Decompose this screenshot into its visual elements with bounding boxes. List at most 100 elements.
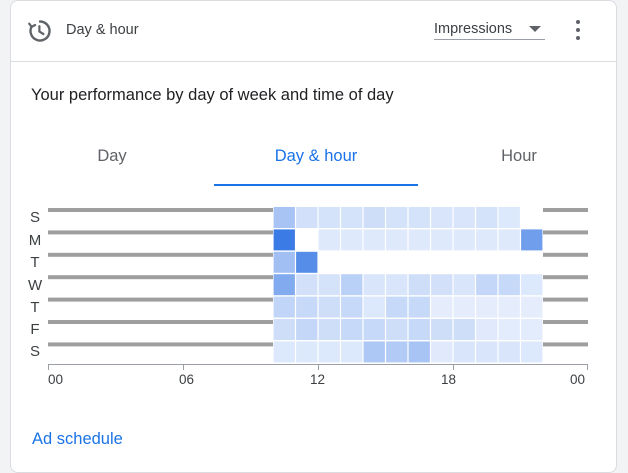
heatmap-cell[interactable] [341, 296, 363, 318]
heatmap-cell[interactable] [408, 274, 430, 296]
heatmap-cell[interactable] [341, 207, 363, 228]
heatmap-cell[interactable] [318, 296, 340, 318]
heatmap-cell[interactable] [408, 319, 430, 340]
heatmap-cell[interactable] [431, 207, 453, 228]
heatmap-cell[interactable] [498, 296, 520, 318]
heatmap-cell[interactable] [453, 274, 475, 296]
heatmap-cell[interactable] [408, 341, 430, 363]
heatmap-cell[interactable] [386, 274, 408, 296]
heatmap-cell[interactable] [296, 341, 318, 363]
heatmap-cell[interactable] [318, 274, 340, 296]
metric-dropdown[interactable]: Impressions [434, 19, 545, 40]
heatmap-cell[interactable] [318, 319, 340, 340]
x-tick [587, 364, 588, 370]
heatmap-cell[interactable] [521, 296, 543, 318]
no-data-bar [543, 230, 588, 235]
heatmap-cell[interactable] [476, 251, 498, 273]
heatmap-cell[interactable] [318, 341, 340, 363]
heatmap-cell[interactable] [521, 274, 543, 296]
heatmap-cell[interactable] [386, 296, 408, 318]
heatmap-cell[interactable] [453, 296, 475, 318]
heatmap-cell[interactable] [431, 341, 453, 363]
heatmap-cell[interactable] [341, 341, 363, 363]
heatmap-cell[interactable] [341, 274, 363, 296]
heatmap-cell[interactable] [408, 296, 430, 318]
heatmap-cell[interactable] [273, 251, 295, 273]
heatmap-cell[interactable] [431, 319, 453, 340]
heatmap-cell[interactable] [408, 251, 430, 273]
heatmap-cell[interactable] [273, 207, 295, 228]
heatmap-cell[interactable] [363, 207, 385, 228]
heatmap-cell[interactable] [431, 229, 453, 251]
heatmap-cell[interactable] [498, 274, 520, 296]
heatmap-cell[interactable] [386, 251, 408, 273]
heatmap-cell[interactable] [318, 207, 340, 228]
heatmap-cell[interactable] [431, 251, 453, 273]
heatmap-cell[interactable] [273, 319, 295, 340]
heatmap-cell[interactable] [476, 229, 498, 251]
heatmap-cell[interactable] [476, 341, 498, 363]
heatmap-cell[interactable] [453, 207, 475, 228]
heatmap-cell[interactable] [341, 251, 363, 273]
heatmap-cell[interactable] [521, 251, 543, 273]
heatmap-cell[interactable] [453, 319, 475, 340]
heatmap-cell[interactable] [453, 251, 475, 273]
heatmap-chart [48, 207, 588, 363]
heatmap-cell[interactable] [521, 319, 543, 340]
tab-day[interactable]: Day [97, 147, 127, 165]
heatmap-cell[interactable] [296, 251, 318, 273]
heatmap-cell[interactable] [476, 274, 498, 296]
heatmap-cell[interactable] [363, 296, 385, 318]
heatmap-cell[interactable] [363, 341, 385, 363]
heatmap-cell[interactable] [498, 251, 520, 273]
clock-history-icon [28, 20, 51, 42]
heatmap-cell[interactable] [498, 207, 520, 228]
heatmap-cell[interactable] [273, 229, 295, 251]
more-vert-icon[interactable] [568, 17, 588, 43]
no-data-bar [48, 230, 273, 235]
x-tick [48, 364, 49, 370]
heatmap-cell[interactable] [273, 296, 295, 318]
heatmap-cell[interactable] [273, 341, 295, 363]
tab-day-hour[interactable]: Day & hour [274, 147, 358, 165]
heatmap-cell[interactable] [296, 296, 318, 318]
heatmap-cell[interactable] [476, 319, 498, 340]
heatmap-cell[interactable] [296, 319, 318, 340]
heatmap-cell[interactable] [521, 229, 543, 251]
heatmap-cell[interactable] [453, 229, 475, 251]
heatmap-cell[interactable] [386, 341, 408, 363]
heatmap-cell[interactable] [431, 274, 453, 296]
metric-dropdown-value: Impressions [434, 21, 513, 37]
heatmap-cell[interactable] [386, 319, 408, 340]
heatmap-cell[interactable] [341, 229, 363, 251]
heatmap-cell[interactable] [363, 251, 385, 273]
ad-schedule-link[interactable]: Ad schedule [32, 430, 123, 448]
heatmap-cell[interactable] [341, 319, 363, 340]
heatmap-cell[interactable] [296, 274, 318, 296]
no-data-bar [543, 252, 588, 257]
heatmap-cell[interactable] [296, 229, 318, 251]
tab-hour[interactable]: Hour [501, 147, 537, 165]
heatmap-cell[interactable] [386, 229, 408, 251]
heatmap-cell[interactable] [363, 319, 385, 340]
heatmap-cell[interactable] [476, 296, 498, 318]
heatmap-cell[interactable] [498, 229, 520, 251]
heatmap-cell[interactable] [386, 207, 408, 228]
heatmap-cell[interactable] [476, 207, 498, 228]
heatmap-cell[interactable] [521, 341, 543, 363]
heatmap-cell[interactable] [498, 341, 520, 363]
heatmap-cell[interactable] [318, 251, 340, 273]
heatmap-cell[interactable] [431, 296, 453, 318]
heatmap-cell[interactable] [363, 274, 385, 296]
heatmap-cell[interactable] [318, 229, 340, 251]
heatmap-cell[interactable] [408, 229, 430, 251]
heatmap-cell[interactable] [363, 229, 385, 251]
no-data-bar [543, 208, 588, 212]
heatmap-cell[interactable] [273, 274, 295, 296]
heatmap-cell[interactable] [296, 207, 318, 228]
heatmap-cell[interactable] [453, 341, 475, 363]
x-tick [453, 364, 454, 370]
heatmap-cell[interactable] [498, 319, 520, 340]
heatmap-cell[interactable] [408, 207, 430, 228]
x-tick [318, 364, 319, 370]
